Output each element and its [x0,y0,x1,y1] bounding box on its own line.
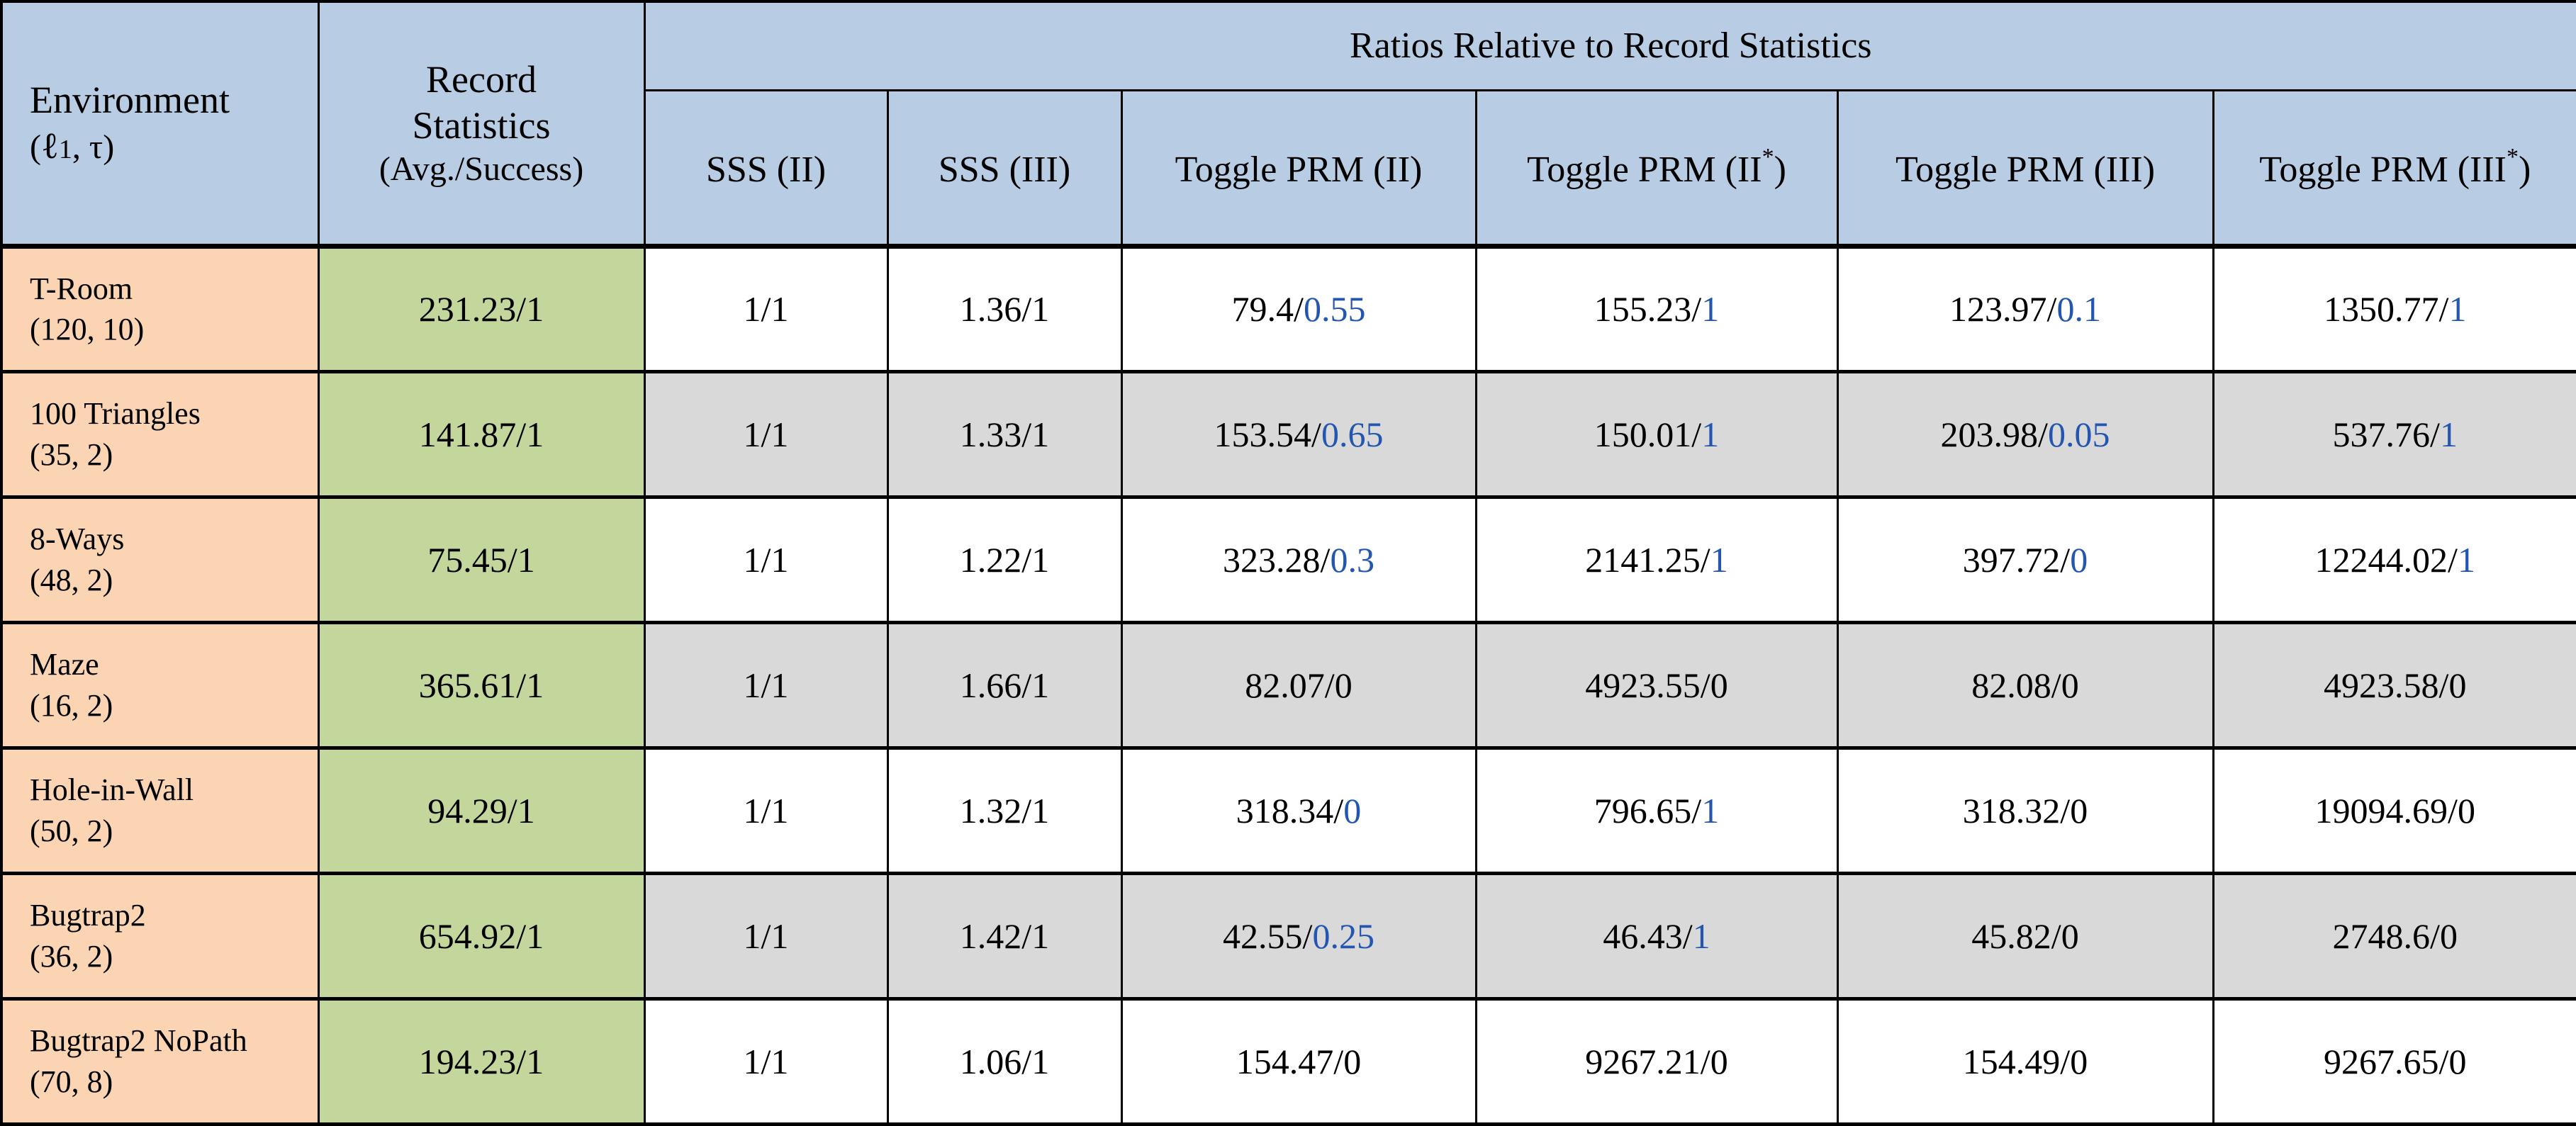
ratio-cell: 796.65/1 [1474,745,1839,875]
table-row-bugtrap2-nopath: Bugtrap2 NoPath (70, 8) 194.23/1 1/1 1.06… [0,996,2576,1126]
table-header: Environment (ℓ1, τ) Record Statistics (A… [0,0,2576,249]
ratio-cell: 1.42/1 [886,871,1123,1001]
record-cell: 75.45/1 [317,495,646,624]
record-cell: 94.29/1 [317,745,646,875]
table-row-100-triangles: 100 Triangles (35, 2) 141.87/1 1/1 1.33/1… [0,369,2576,499]
asterisk-superscript: * [2506,144,2519,170]
table-row-hole-in-wall: Hole-in-Wall (50, 2) 94.29/1 1/1 1.32/1 3… [0,745,2576,875]
table-row-bugtrap2: Bugtrap2 (36, 2) 654.92/1 1/1 1.42/1 42.5… [0,871,2576,1001]
ratio-cell: 1.32/1 [886,745,1123,875]
env-cell: 100 Triangles (35, 2) [0,369,320,499]
env-cell: Bugtrap2 (36, 2) [0,871,320,1001]
ratio-cell: 82.07/0 [1120,620,1477,750]
col-header-sss-ii: SSS (II) [643,89,889,249]
ratio-cell: 79.4/0.55 [1120,244,1477,373]
ratio-cell: 123.97/0.1 [1836,244,2214,373]
ratio-cell: 4923.55/0 [1474,620,1839,750]
record-cell: 365.61/1 [317,620,646,750]
table-row-8-ways: 8-Ways (48, 2) 75.45/1 1/1 1.22/1 323.28/… [0,495,2576,624]
env-cell: 8-Ways (48, 2) [0,495,320,624]
ratio-cell: 1/1 [643,244,889,373]
ratio-cell: 9267.21/0 [1474,996,1839,1126]
ratio-cell: 42.55/0.25 [1120,871,1477,1001]
ratio-cell: 1.36/1 [886,244,1123,373]
col-header-toggle-prm-iii: Toggle PRM (III) [1836,89,2214,249]
record-cell: 141.87/1 [317,369,646,499]
ratio-cell: 45.82/0 [1836,871,2214,1001]
subscript-one: 1 [58,134,72,164]
header-row-sub: SSS (II) SSS (III) Toggle PRM (II) Toggl… [1,89,2576,249]
ratio-cell: 9267.65/0 [2212,996,2576,1126]
ratio-cell: 1350.77/1 [2212,244,2576,373]
ratio-cell: 153.54/0.65 [1120,369,1477,499]
ratio-cell: 12244.02/1 [2212,495,2576,624]
ratio-cell: 1/1 [643,871,889,1001]
ratio-cell: 537.76/1 [2212,369,2576,499]
env-cell: Bugtrap2 NoPath (70, 8) [0,996,320,1126]
ratio-cell: 1/1 [643,996,889,1126]
ratio-cell: 318.32/0 [1836,745,2214,875]
col-header-ratios-group: Ratios Relative to Record Statistics [643,0,2576,91]
ratio-cell: 154.49/0 [1836,996,2214,1126]
record-cell: 231.23/1 [317,244,646,373]
ratio-cell: 154.47/0 [1120,996,1477,1126]
col-header-record-statistics: Record Statistics (Avg./Success) [317,0,646,249]
ratio-cell: 4923.58/0 [2212,620,2576,750]
table-row-t-room: T-Room (120, 10) 231.23/1 1/1 1.36/1 79.4… [0,244,2576,373]
ratio-cell: 1/1 [643,369,889,499]
ratio-cell: 1.06/1 [886,996,1123,1126]
environment-header-params: (ℓ1, τ) [30,125,115,167]
header-row-top: Environment (ℓ1, τ) Record Statistics (A… [0,0,2576,249]
table-body: T-Room (120, 10) 231.23/1 1/1 1.36/1 79.4… [0,244,2576,1126]
ratio-cell: 46.43/1 [1474,871,1839,1001]
env-cell: T-Room (120, 10) [0,244,320,373]
ratio-cell: 1/1 [643,745,889,875]
ratio-cell: 318.34/0 [1120,745,1477,875]
ratio-cell: 2748.6/0 [2212,871,2576,1001]
ratio-cell: 203.98/0.05 [1836,369,2214,499]
ratio-cell: 397.72/0 [1836,495,2214,624]
col-header-sss-iii: SSS (III) [886,89,1123,249]
record-cell: 194.23/1 [317,996,646,1126]
ratio-cell: 1.22/1 [886,495,1123,624]
col-header-toggle-prm-iii-star: Toggle PRM (III*) [2212,89,2576,249]
env-cell: Hole-in-Wall (50, 2) [0,745,320,875]
col-header-environment: Environment (ℓ1, τ) [0,0,320,249]
ratio-cell: 155.23/1 [1474,244,1839,373]
script-l-symbol: ℓ [40,125,59,167]
asterisk-superscript: * [1762,144,1774,170]
record-cell: 654.92/1 [317,871,646,1001]
ratio-cell: 1/1 [643,620,889,750]
ratio-cell: 323.28/0.3 [1120,495,1477,624]
ratio-cell: 150.01/1 [1474,369,1839,499]
col-header-toggle-prm-ii: Toggle PRM (II) [1120,89,1477,249]
environment-header-title: Environment [30,79,230,122]
table-row-maze: Maze (16, 2) 365.61/1 1/1 1.66/1 82.07/0 … [0,620,2576,750]
ratio-cell: 1/1 [643,495,889,624]
ratio-cell: 1.66/1 [886,620,1123,750]
ratio-cell: 19094.69/0 [2212,745,2576,875]
env-cell: Maze (16, 2) [0,620,320,750]
ratio-cell: 2141.25/1 [1474,495,1839,624]
col-header-toggle-prm-ii-star: Toggle PRM (II*) [1474,89,1839,249]
ratio-cell: 82.08/0 [1836,620,2214,750]
ratio-cell: 1.33/1 [886,369,1123,499]
